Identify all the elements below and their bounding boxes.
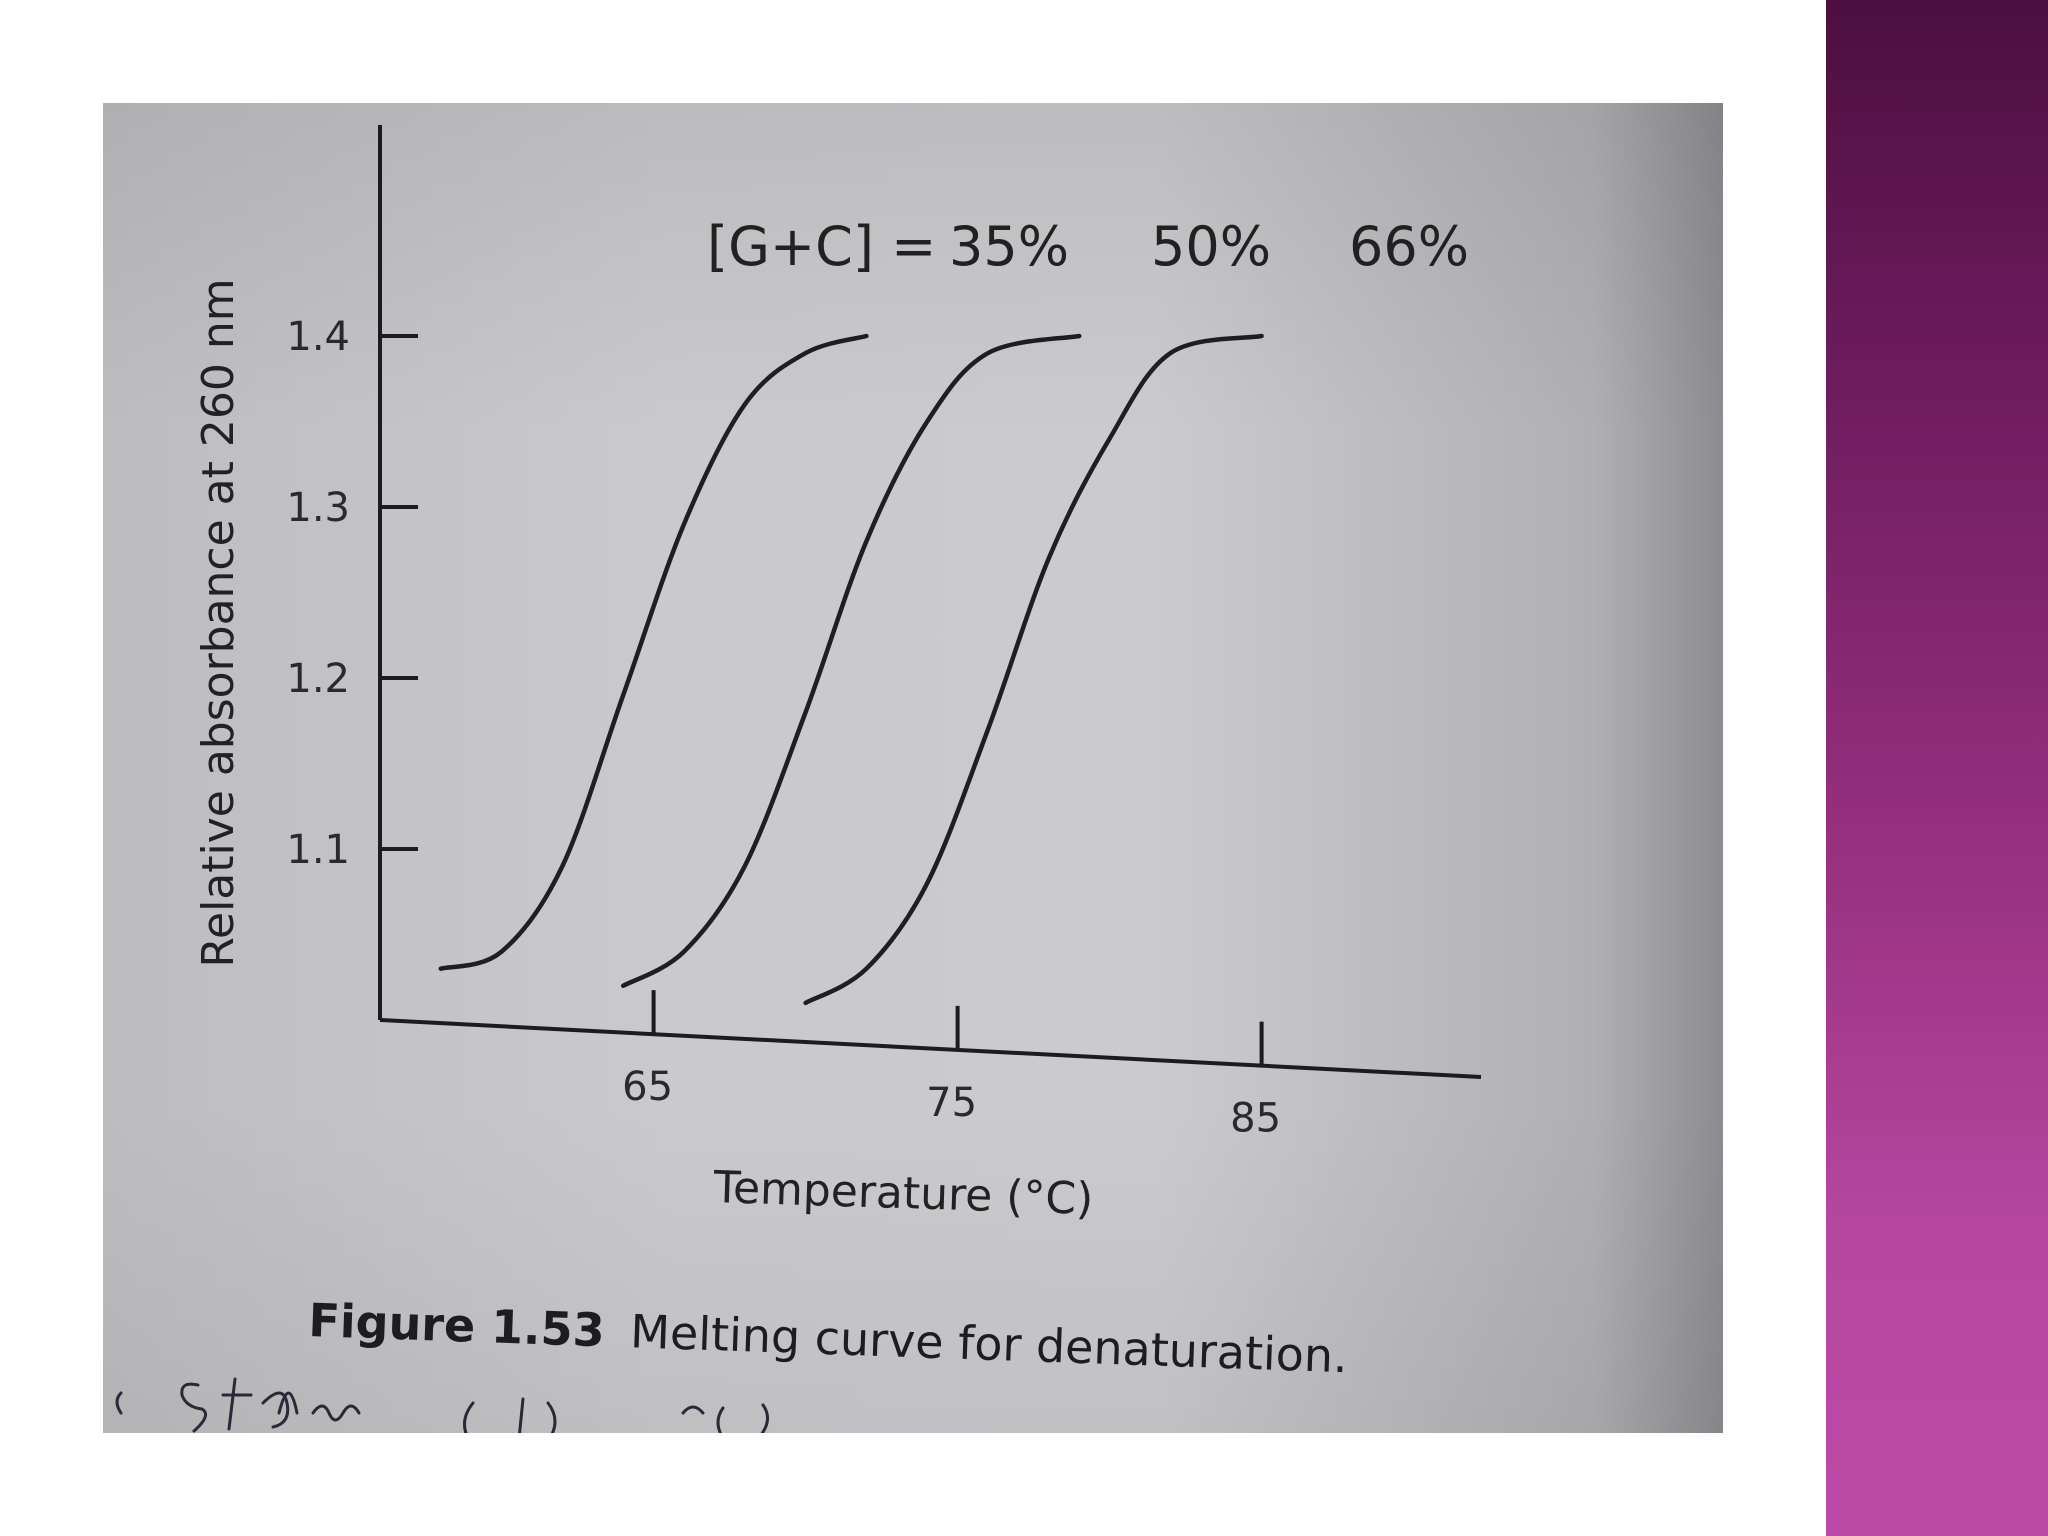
x-tick-label: 65 — [622, 1064, 673, 1110]
annotation-label-35: 35% — [949, 215, 1069, 278]
annotation-label-66: 66% — [1349, 215, 1469, 278]
y-axis-ticks: 1.1 1.2 1.3 1.4 — [286, 314, 418, 873]
accent-side-bar — [1826, 0, 2048, 1536]
figure-caption: Figure 1.53 Melting curve for denaturati… — [308, 1293, 1349, 1383]
annotation-label-50: 50% — [1151, 215, 1271, 278]
y-tick-label: 1.1 — [286, 827, 350, 873]
melting-curve-66pct — [803, 333, 1264, 1006]
y-axis-title: Relative absorbance at 260 nm — [193, 278, 244, 967]
melting-curve-50pct — [620, 333, 1082, 989]
y-tick-label: 1.3 — [286, 485, 350, 531]
gc-content-annotation: [G+C] = 35% 50% 66% — [707, 215, 1469, 278]
x-axis-title: Temperature (°C) — [712, 1162, 1094, 1225]
caption-text: Melting curve for denaturation. — [629, 1304, 1348, 1383]
annotation-prefix: [G+C] = — [707, 215, 954, 278]
y-tick-label: 1.4 — [286, 314, 350, 360]
chart-series — [438, 333, 1264, 1006]
melting-curve-chart: 1.1 1.2 1.3 1.4 65 75 85 Relative absorbance … — [115, 125, 1482, 1433]
x-axis-line — [379, 1018, 1482, 1079]
caption-label: Figure 1.53 — [308, 1293, 606, 1357]
chart-photo: 1.1 1.2 1.3 1.4 65 75 85 Relative absorbance … — [103, 103, 1723, 1433]
x-tick-label: 85 — [1230, 1096, 1281, 1142]
handwritten-scribble — [115, 1377, 769, 1433]
melting-curve-35pct — [438, 333, 869, 971]
x-axis-ticks: 65 75 85 — [622, 990, 1281, 1142]
chart-axes — [378, 125, 1482, 1079]
y-tick-label: 1.2 — [286, 656, 350, 702]
x-tick-label: 75 — [926, 1080, 977, 1126]
